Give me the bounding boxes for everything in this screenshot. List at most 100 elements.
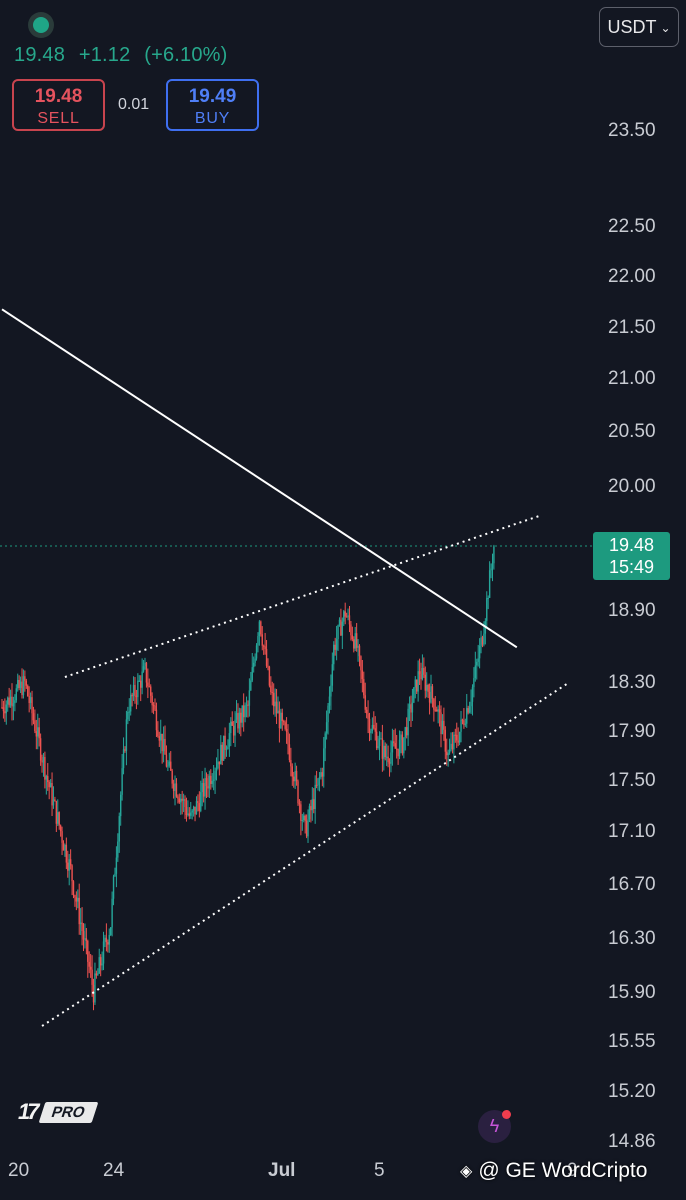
candle-body bbox=[385, 756, 388, 758]
candle-body bbox=[231, 721, 233, 726]
candle-body bbox=[471, 687, 474, 702]
candle-body bbox=[307, 819, 309, 837]
candle-body bbox=[148, 686, 150, 688]
candle-body bbox=[478, 646, 481, 659]
candle-body bbox=[467, 708, 469, 713]
candle-body bbox=[118, 816, 120, 842]
candle-body bbox=[171, 770, 173, 784]
candle-body bbox=[308, 806, 311, 820]
candle-body bbox=[298, 803, 301, 805]
candle-body bbox=[365, 709, 368, 714]
candle-body bbox=[45, 776, 48, 780]
candle-body bbox=[34, 720, 36, 732]
candle-body bbox=[323, 748, 325, 777]
candle-body bbox=[155, 709, 158, 731]
candle-body bbox=[417, 671, 419, 692]
candle-body bbox=[228, 733, 231, 747]
candle-body bbox=[97, 973, 99, 976]
candle-body bbox=[314, 784, 316, 810]
candle-body bbox=[460, 719, 462, 732]
channel-lower-line bbox=[41, 682, 569, 1027]
candle-body bbox=[107, 942, 109, 945]
candle-body bbox=[11, 696, 13, 707]
candle-body bbox=[264, 646, 266, 649]
candle-body bbox=[202, 783, 205, 797]
candle-body bbox=[89, 966, 92, 970]
candle-body bbox=[52, 799, 55, 806]
candle-body bbox=[195, 801, 198, 815]
candle-body bbox=[190, 812, 192, 816]
candle-body bbox=[207, 786, 209, 789]
candle-body bbox=[32, 713, 35, 721]
candle-body bbox=[338, 619, 341, 626]
candle-body bbox=[354, 633, 356, 649]
candle-body bbox=[144, 662, 146, 667]
candle-body bbox=[371, 724, 374, 731]
last-price-value: 19.48 bbox=[608, 535, 655, 555]
candle-body bbox=[5, 704, 7, 714]
logo-mark: 17 bbox=[18, 1099, 40, 1124]
candle-body bbox=[273, 692, 275, 707]
lightning-button[interactable]: ϟ bbox=[478, 1110, 511, 1143]
candle-body bbox=[437, 709, 439, 712]
lightning-icon: ϟ bbox=[489, 1116, 500, 1136]
descending-trendline bbox=[1, 308, 518, 649]
currency-selector[interactable]: USDT ⌄ bbox=[599, 7, 679, 47]
candle-body bbox=[92, 984, 95, 1003]
candle-body bbox=[188, 813, 191, 816]
price-change: +1.12 bbox=[78, 44, 131, 66]
candle-body bbox=[474, 665, 477, 679]
y-tick-label: 15.20 bbox=[608, 1081, 656, 1102]
y-tick-label: 21.00 bbox=[608, 368, 656, 389]
candle-body bbox=[77, 897, 79, 902]
candle-body bbox=[473, 678, 475, 688]
candle-body bbox=[227, 746, 229, 750]
candle-body bbox=[324, 733, 326, 749]
candle-body bbox=[361, 670, 364, 680]
candle-body bbox=[182, 799, 185, 801]
candle-body bbox=[258, 621, 261, 637]
candle-body bbox=[458, 731, 461, 743]
candle-body bbox=[224, 735, 226, 750]
candle-body bbox=[357, 645, 359, 648]
candle-body bbox=[370, 730, 372, 734]
candle-body bbox=[358, 645, 361, 657]
candle-body bbox=[427, 684, 429, 692]
candle-body bbox=[51, 783, 53, 806]
candle-body bbox=[468, 706, 471, 713]
candle-body bbox=[154, 705, 156, 710]
candle-body bbox=[125, 719, 128, 751]
candle-body bbox=[315, 784, 318, 786]
candle-body bbox=[15, 688, 17, 701]
candle-body bbox=[28, 696, 30, 703]
candle-body bbox=[145, 662, 148, 683]
candle-body bbox=[293, 776, 295, 782]
x-tick-label: 20 bbox=[8, 1160, 30, 1181]
candle-body bbox=[280, 712, 282, 729]
candle-body bbox=[254, 658, 256, 663]
candle-body bbox=[380, 738, 382, 740]
candle-body bbox=[393, 741, 395, 744]
y-tick-label: 15.90 bbox=[608, 982, 656, 1003]
candle-body bbox=[150, 686, 152, 696]
channel-upper-line bbox=[64, 514, 541, 678]
buy-button[interactable]: 19.49 BUY bbox=[166, 79, 259, 131]
candle-body bbox=[261, 634, 263, 646]
candle-body bbox=[210, 775, 212, 784]
candle-body bbox=[160, 733, 162, 741]
sell-button[interactable]: 19.48 SELL bbox=[12, 79, 105, 131]
candle-body bbox=[255, 645, 258, 659]
candle-body bbox=[85, 938, 88, 941]
candle-body bbox=[44, 757, 46, 780]
candle-body bbox=[464, 723, 467, 725]
candle-body bbox=[197, 801, 199, 804]
candle-body bbox=[217, 761, 219, 769]
candle-body bbox=[91, 969, 93, 985]
y-tick-label: 18.90 bbox=[608, 600, 656, 621]
candle-body bbox=[174, 783, 176, 792]
candle-body bbox=[447, 753, 449, 756]
candle-body bbox=[157, 730, 159, 737]
candle-body bbox=[49, 783, 52, 788]
y-tick-label: 20.50 bbox=[608, 421, 656, 442]
